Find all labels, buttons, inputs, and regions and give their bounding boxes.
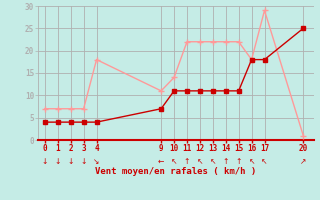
- Text: ↖: ↖: [197, 157, 203, 166]
- Text: ↖: ↖: [171, 157, 177, 166]
- Text: ↖: ↖: [248, 157, 255, 166]
- Text: ↗: ↗: [300, 157, 307, 166]
- Text: ↖: ↖: [210, 157, 216, 166]
- Text: ↑: ↑: [236, 157, 242, 166]
- Text: ↑: ↑: [222, 157, 229, 166]
- X-axis label: Vent moyen/en rafales ( km/h ): Vent moyen/en rafales ( km/h ): [95, 167, 257, 176]
- Text: ↑: ↑: [184, 157, 190, 166]
- Text: ↓: ↓: [68, 157, 74, 166]
- Text: ↘: ↘: [93, 157, 100, 166]
- Text: ↓: ↓: [42, 157, 48, 166]
- Text: ↓: ↓: [80, 157, 87, 166]
- Text: ↖: ↖: [261, 157, 268, 166]
- Text: ←: ←: [158, 157, 164, 166]
- Text: ↓: ↓: [55, 157, 61, 166]
